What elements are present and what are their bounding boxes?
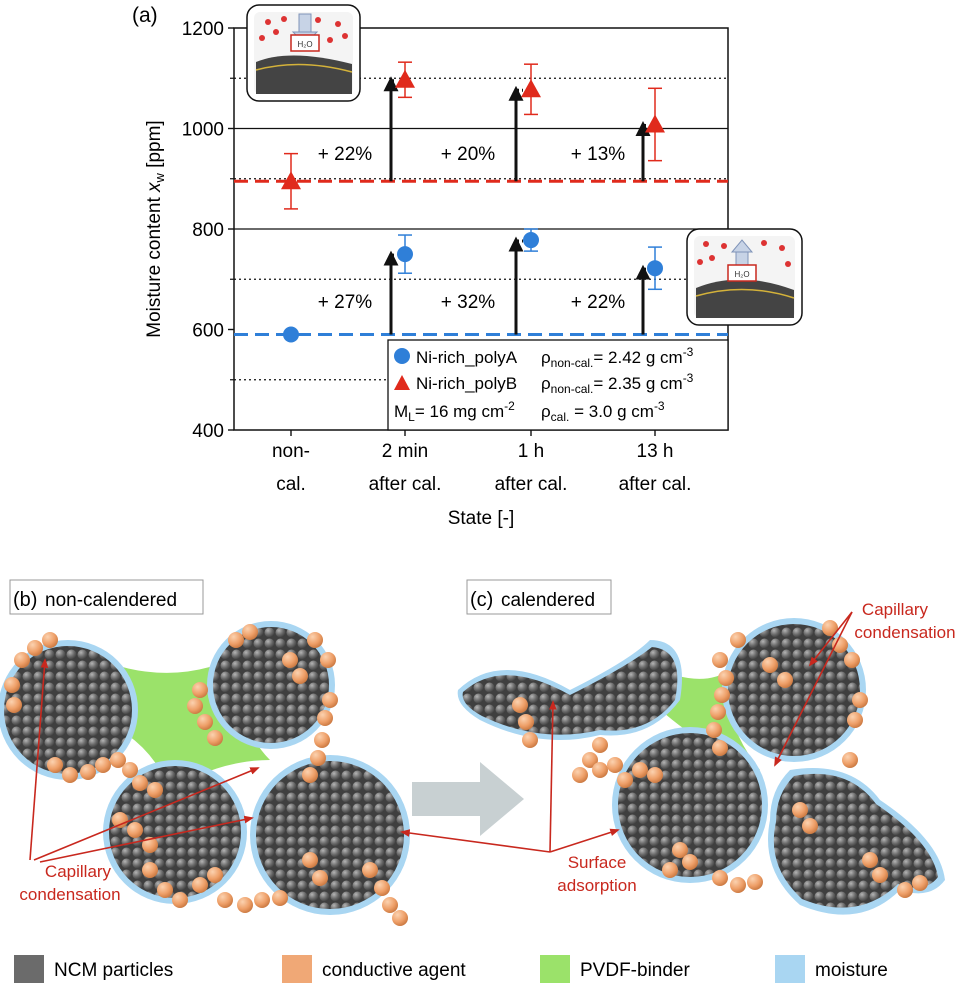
ncm-particle-b1 [4,646,132,774]
increase-arrows [383,76,651,335]
y-tick-label: 600 [192,321,224,342]
x-tick-label-line2: after cal. [495,474,568,495]
annotations: Capillary condensation Capillary condens… [19,600,955,904]
surface-label-2: adsorption [557,876,636,895]
y-tick-label: 1200 [182,19,224,40]
capillary-label-c-1: Capillary [862,600,929,619]
inset-h2o-label-2: H₂O [734,270,749,279]
increase-label-polyA: + 27% [318,292,373,313]
panel-a-label: (a) [132,4,158,27]
y-tick-label: 1000 [182,120,224,141]
increase-label-polyB: + 20% [441,144,496,165]
point-Ni-rich_polyB [395,69,415,88]
capillary-label-c-2: condensation [854,623,955,642]
x-tick-label: 13 h [637,441,674,462]
legend-row-a: Ni-rich_polyA ρnon-cal.= 2.42 g cm-3 [416,345,694,370]
x-tick-label: 1 h [518,441,544,462]
legend-row-ml: ML= 16 mg cm-2 ρcal. = 3.0 g cm-3 [394,399,665,424]
legend-label: PVDF-binder [580,960,690,981]
x-tick-label: non- [272,441,310,462]
point-Ni-rich_polyB [281,171,301,190]
point-Ni-rich_polyA [283,326,299,343]
legend-circle-marker [394,348,410,364]
point-Ni-rich_polyA [397,246,413,263]
panel-a-chart: (a) 400 600 800 1000 1200 non-cal. 2 min after… [132,4,803,529]
x-axis: non-cal. 2 min after cal. 1 h after cal. 13 h… [272,430,691,495]
x-axis-label: State [-] [448,508,515,529]
point-Ni-rich_polyB [521,79,541,98]
inset-h2o-label: H₂O [297,40,312,49]
surface-label-1: Surface [568,853,627,872]
panel-c-calendered: (c) calendered [457,579,945,915]
point-Ni-rich_polyB [645,114,665,133]
chart-legend: Ni-rich_polyA ρnon-cal.= 2.42 g cm-3 Ni-r… [387,339,729,431]
x-tick-label-line2: after cal. [369,474,442,495]
point-Ni-rich_polyA [523,232,539,249]
ncm-particle-c1 [462,647,678,735]
conductive-agent-b [4,624,408,926]
legend-label: NCM particles [54,960,173,981]
increase-label-polyA: + 22% [571,292,626,313]
capillary-label-b-1: Capillary [45,862,112,881]
ncm-particle-c2 [728,624,860,756]
y-tick-label: 800 [192,220,224,241]
y-axis: 400 600 800 1000 1200 [182,19,234,442]
conductive-agent-c [512,620,928,898]
point-Ni-rich_polyA [647,260,663,277]
legend-label: moisture [815,960,888,981]
x-tick-label-line2: cal. [276,474,306,495]
increase-label-polyB: + 13% [571,144,626,165]
ncm-particle-b3 [109,766,241,898]
panel-b-non-calendered: (b) non-calendered [0,579,410,926]
increase-label-polyB: + 22% [318,144,373,165]
data-points [281,61,665,343]
inset-moisture-in: H₂O [246,4,361,102]
capillary-label-b-2: condensation [19,885,120,904]
panel-b-label: (b) [13,589,37,611]
panel-b-title: non-calendered [45,590,177,611]
baselines [234,179,728,337]
ncm-particle-b2 [213,627,329,743]
y-tick-label: 400 [192,421,224,442]
panel-c-label: (c) [470,589,493,611]
ncm-particle-c4 [773,773,938,908]
panel-c-title: calendered [501,590,595,611]
legend-label: conductive agent [322,960,466,981]
inset-moisture-out: H₂O [686,228,803,326]
legend-triangle-marker [394,375,410,390]
calendering-arrow [412,762,524,836]
x-tick-label: 2 min [382,441,428,462]
legend-swatch [282,955,312,983]
y-axis-label: Moisture content xw [ppm] [144,120,167,337]
increase-labels: + 22% + 20% + 13% + 27% + 32% + 22% [318,144,626,313]
legend-swatch [540,955,570,983]
legend-swatch [14,955,44,983]
legend-row-b: Ni-rich_polyB ρnon-cal.= 2.35 g cm-3 [416,371,694,396]
legend-swatch [775,955,805,983]
increase-label-polyA: + 32% [441,292,496,313]
bottom-legend: NCM particles conductive agent PVDF-binder… [14,955,888,983]
x-tick-label-line2: after cal. [619,474,692,495]
